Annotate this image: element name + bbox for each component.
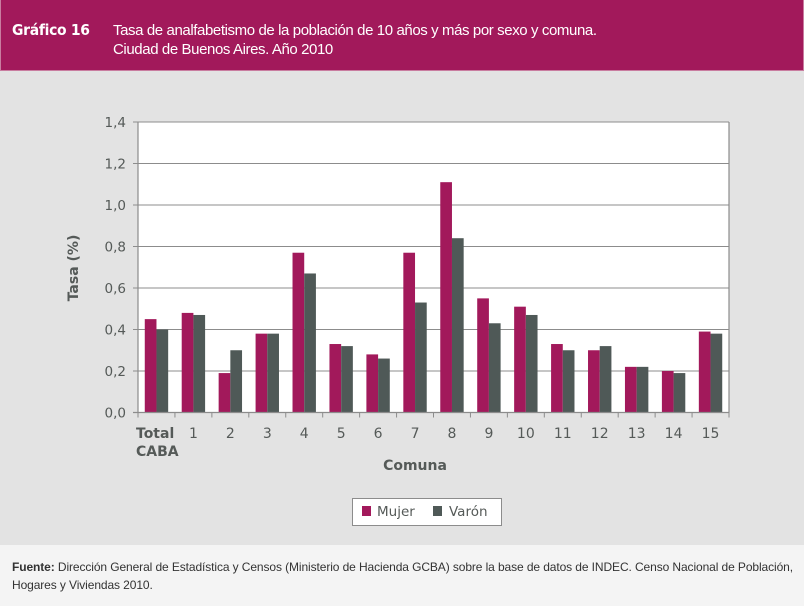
bar-varon: [525, 314, 538, 413]
bar-mujer: [329, 344, 342, 413]
bar-varon: [230, 350, 243, 413]
legend-box: [352, 498, 502, 526]
bar-varon: [451, 238, 464, 413]
x-tick-label: 15: [702, 426, 720, 442]
legend-swatch-varon: [433, 506, 442, 516]
bar-varon: [710, 333, 723, 413]
y-tick-label: 0,0: [105, 406, 126, 422]
bar-varon: [488, 323, 501, 413]
x-tick-label: 3: [263, 426, 272, 442]
y-tick-label: 1,0: [105, 198, 126, 214]
bar-varon: [378, 358, 390, 413]
bar-mujer: [144, 319, 157, 413]
x-tick-label: 11: [554, 426, 572, 442]
source-footer: Fuente: Dirección General de Estadística…: [0, 545, 804, 606]
bar-mujer: [403, 252, 416, 413]
bars: [144, 182, 723, 413]
bar-mujer: [551, 344, 563, 413]
legend-swatch-mujer: [362, 506, 371, 516]
bar-mujer: [698, 331, 711, 413]
bar-mujer: [292, 252, 305, 413]
x-tick-label: 12: [591, 426, 609, 442]
source-note: Fuente: Dirección General de Estadística…: [12, 559, 802, 594]
x-tick-label: 6: [374, 426, 383, 442]
bar-mujer: [588, 350, 600, 413]
bar-mujer: [440, 182, 452, 413]
bar-varon: [636, 366, 649, 413]
chart-area: 0,0 0,2 0,4 0,6 0,8 1,0 1,2 1,4 Total CABA 1 2 3 4 5 6…: [0, 71, 804, 545]
figure-label: Gráfico 16: [12, 21, 90, 39]
bar-varon: [415, 302, 427, 413]
x-axis-title: Comuna: [383, 458, 447, 474]
x-tick-label: 5: [337, 426, 346, 442]
bar-mujer: [181, 312, 194, 413]
bar-varon: [193, 314, 206, 413]
y-tick-label: 0,4: [105, 323, 126, 339]
y-tick-label: 0,6: [105, 281, 126, 297]
x-tick-label: 10: [517, 426, 535, 442]
y-tick-label: 0,8: [105, 240, 126, 256]
chart-title-line1: Tasa de analfabetismo de la población de…: [113, 22, 597, 39]
legend-label-varon: Varón: [449, 504, 488, 520]
bar-varon: [599, 346, 612, 413]
y-tick-labels: 0,0 0,2 0,4 0,6 0,8 1,0 1,2 1,4: [105, 115, 138, 422]
chart-header: Gráfico 16 Tasa de analfabetismo de la p…: [0, 0, 804, 71]
bar-mujer: [661, 371, 674, 413]
y-tick-label: 0,2: [105, 364, 126, 380]
y-tick-label: 1,4: [105, 115, 126, 131]
y-tick-label: 1,2: [105, 157, 126, 173]
bar-mujer: [624, 366, 637, 413]
x-tick-label: 2: [226, 426, 235, 442]
x-tick-label: 9: [484, 426, 493, 442]
x-tick-label: 4: [300, 426, 309, 442]
x-tick-label: 1: [189, 426, 198, 442]
bar-varon: [267, 333, 279, 413]
legend: Mujer Varón: [352, 498, 502, 526]
bar-varon: [304, 273, 316, 413]
x-tick-label: 7: [411, 426, 420, 442]
source-label: Fuente:: [12, 560, 55, 574]
bar-mujer: [366, 354, 379, 413]
bar-varon: [341, 346, 353, 413]
bar-varon: [156, 329, 169, 413]
bar-mujer: [255, 333, 268, 413]
x-tick-label: Total: [136, 426, 174, 442]
x-tick-label: 14: [665, 426, 683, 442]
bar-varon: [562, 350, 575, 413]
x-tick-label: CABA: [136, 444, 179, 460]
y-axis-title: Tasa (%): [66, 235, 82, 302]
x-tick-label: 8: [448, 426, 457, 442]
chart-title-line2: Ciudad de Buenos Aires. Año 2010: [113, 41, 333, 58]
x-tick-label: 13: [628, 426, 646, 442]
legend-label-mujer: Mujer: [377, 504, 415, 520]
chart-title: Tasa de analfabetismo de la población de…: [113, 21, 597, 59]
source-text: Dirección General de Estadística y Censo…: [12, 560, 793, 592]
bar-mujer: [514, 306, 526, 413]
bar-mujer: [218, 373, 231, 413]
bar-mujer: [477, 298, 489, 413]
bar-varon: [673, 373, 686, 413]
